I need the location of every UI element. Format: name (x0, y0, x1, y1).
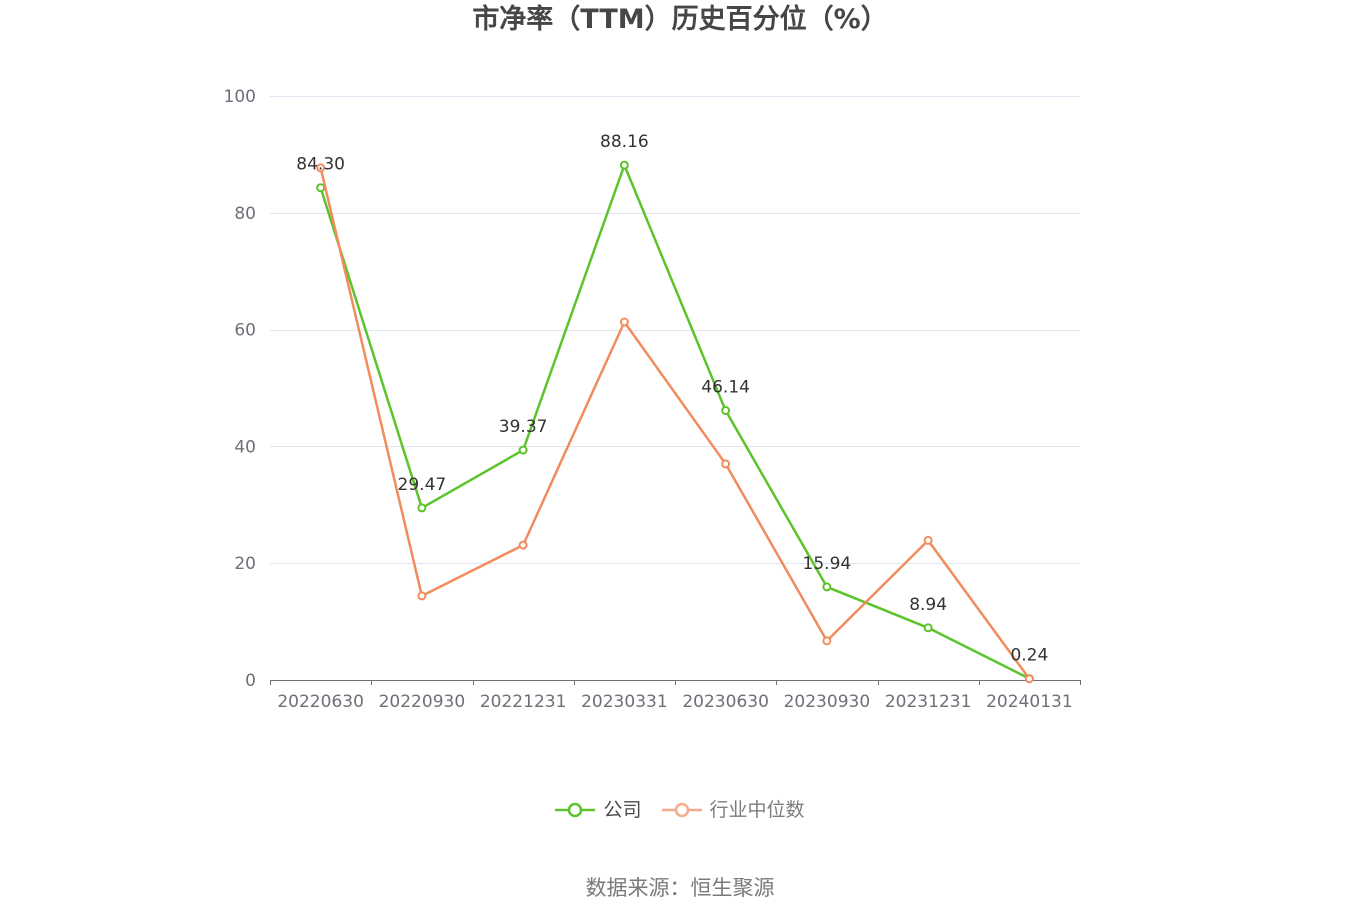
data-label-company: 84.30 (296, 155, 345, 175)
chart-legend: 公司 行业中位数 (0, 795, 1360, 825)
series-industry-median (316, 163, 1034, 684)
legend-label-industry-median: 行业中位数 (709, 799, 805, 821)
data-label-company: 15.94 (803, 554, 852, 574)
data-point-industry-median (417, 591, 427, 601)
data-point-company (822, 582, 832, 592)
chart-title: 市净率（TTM）历史百分位（%） (472, 4, 888, 35)
y-tick-label: 20 (234, 554, 256, 574)
data-point-company (417, 503, 427, 513)
legend-line-circle-icon (661, 802, 702, 818)
data-label-layer: 84.30 29.47 39.37 88.16 46.14 15.94 8.94 0.24 (296, 132, 1048, 665)
x-tick-label: 20220630 (277, 692, 364, 712)
data-source-note: 数据来源：恒生聚源 (585, 876, 775, 900)
data-point-industry-median (721, 459, 731, 469)
data-point-industry-median (316, 163, 326, 173)
data-point-industry-median (1024, 674, 1034, 684)
x-tick-label: 20230331 (581, 692, 668, 712)
data-point-industry-median (619, 317, 629, 327)
x-tick-label: 20240131 (986, 692, 1073, 712)
axis-layer: 0 20 40 60 80 100 20220630 20220930 20221231 2023… (224, 87, 1081, 712)
data-point-company (923, 623, 933, 633)
legend-item-company[interactable]: 公司 (555, 795, 642, 825)
data-label-company: 46.14 (701, 378, 750, 398)
data-label-company: 0.24 (1010, 646, 1048, 666)
data-label-company: 8.94 (909, 595, 947, 615)
series-line-company (319, 163, 1031, 680)
series-layer (316, 160, 1034, 684)
x-tick-label: 20230630 (682, 692, 769, 712)
data-point-company (619, 160, 629, 170)
data-point-industry-median (822, 636, 832, 646)
x-tick-label: 20230930 (784, 692, 871, 712)
series-line-industry-median (319, 166, 1031, 681)
y-tick-label: 0 (245, 671, 256, 691)
data-point-company (316, 183, 326, 193)
y-tick-label: 40 (234, 437, 256, 457)
x-tick-label: 20231231 (885, 692, 972, 712)
data-label-company: 39.37 (499, 417, 548, 437)
grid-layer (270, 96, 1080, 564)
data-label-company: 88.16 (600, 132, 649, 152)
data-point-industry-median (923, 535, 933, 545)
y-tick-label: 100 (224, 87, 256, 107)
legend-label-company: 公司 (603, 799, 642, 821)
data-point-company (518, 445, 528, 455)
y-tick-label: 80 (234, 204, 256, 224)
data-point-company (721, 406, 731, 416)
x-tick-label: 20220930 (379, 692, 466, 712)
x-tick-label: 20221231 (480, 692, 567, 712)
legend-line-circle-icon (555, 802, 596, 818)
y-tick-label: 60 (234, 321, 256, 341)
legend-item-industry-median[interactable]: 行业中位数 (661, 795, 805, 825)
data-point-industry-median (518, 540, 528, 550)
data-label-company: 29.47 (398, 475, 447, 495)
